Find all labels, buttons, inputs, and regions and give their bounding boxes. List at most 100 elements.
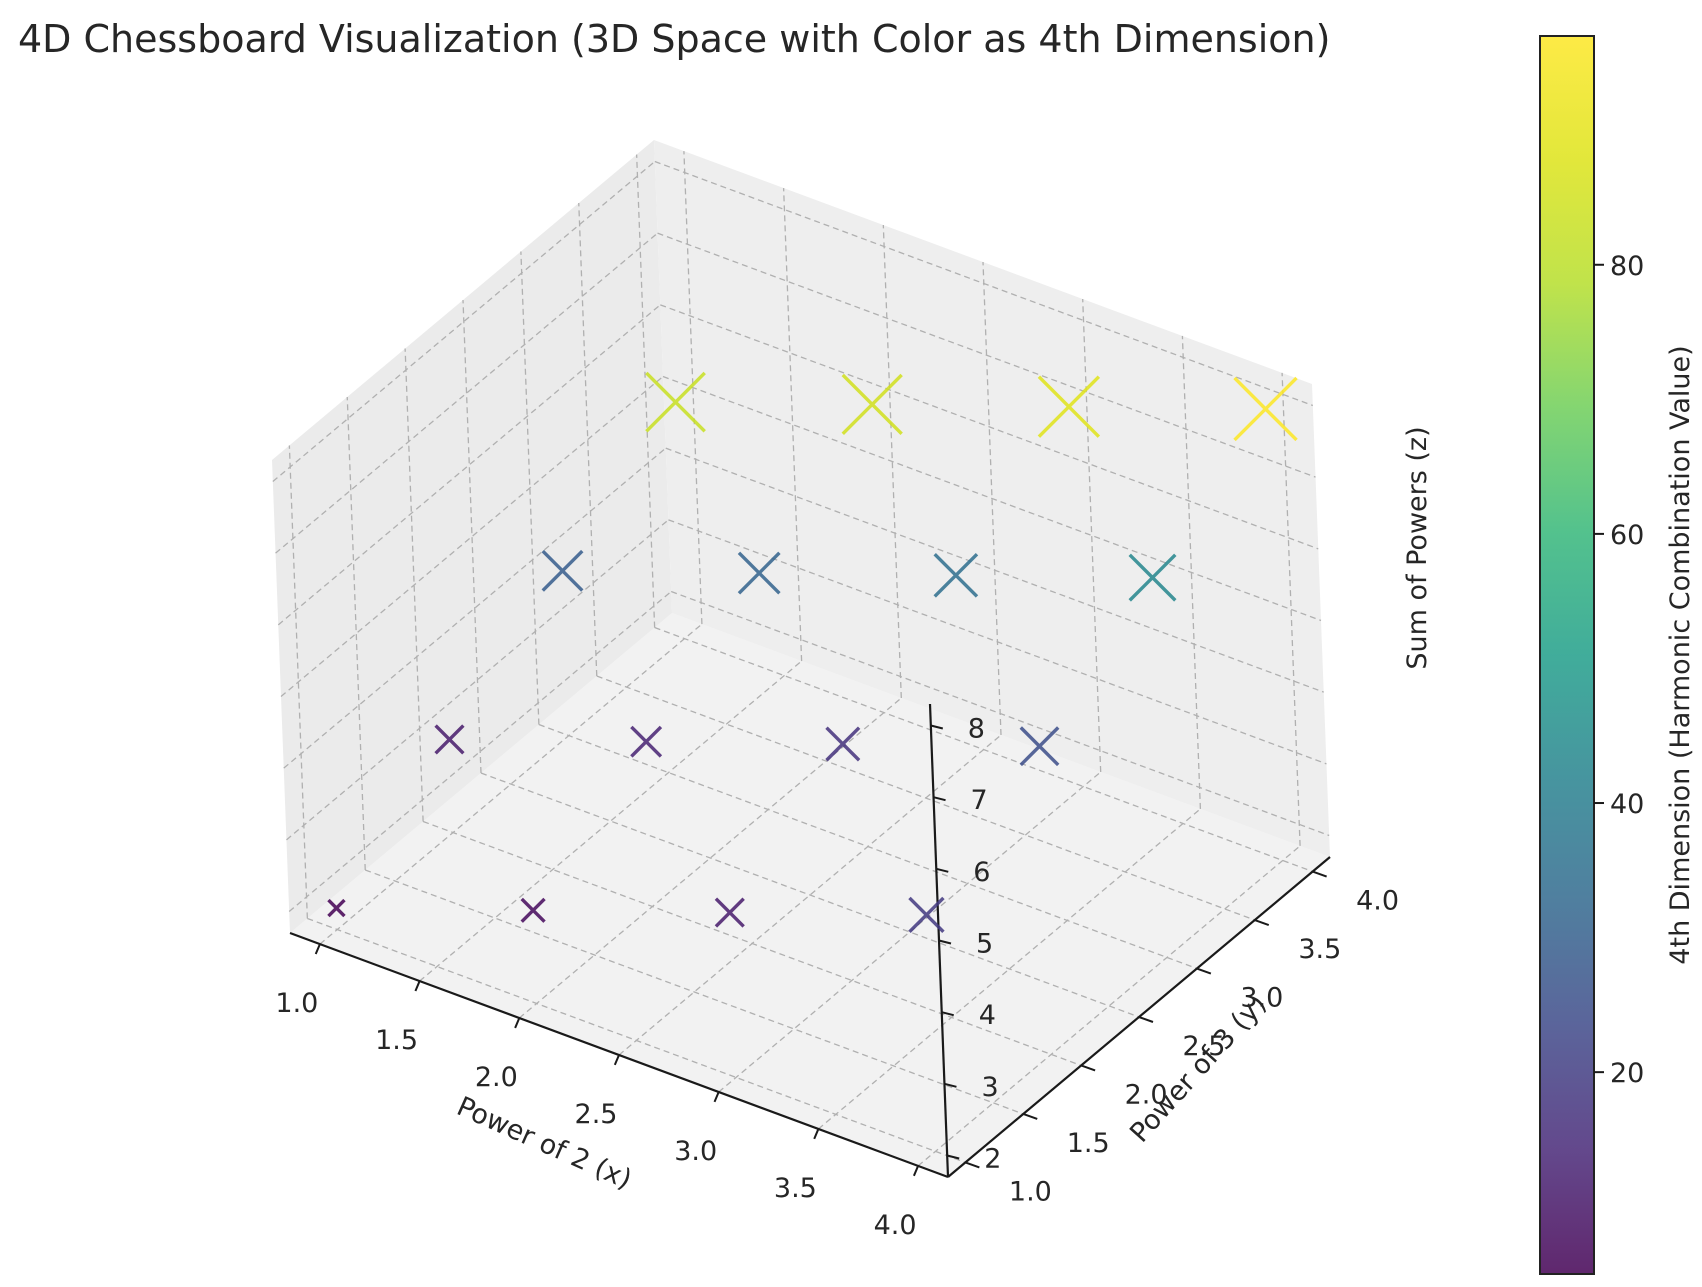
x-tick-label: 3.5 [774,1173,817,1204]
data-point [434,724,465,755]
y-axis-label: Power of 3 (y) [1124,988,1273,1148]
data-point-stroke [933,552,979,598]
x-tick-label: 1.5 [375,1025,418,1056]
colorbar-tick-label: 40 [1610,789,1644,820]
gridline-y-left [520,251,540,725]
tick-labels: 1.0 1.5 2.0 2.5 3.0 3.5 4.0 1.0 1.5 2.0 2.5 3.0 3.5 4… [275,714,1399,1241]
x-tick-label: 3.0 [674,1136,717,1167]
gridline-x-floor [319,623,703,945]
data-point-stroke [841,373,903,436]
data-point-stroke [908,896,945,934]
z-tick-label: 2 [984,1144,1001,1175]
data-point [645,371,706,433]
gridline-z-back [657,232,1316,478]
gridline-z-left [272,161,656,482]
gridline-y-left [635,154,656,628]
gridline-y-floor [596,675,1255,921]
z-tick-mark [930,724,944,730]
data-point [825,726,861,762]
z-tick-label: 5 [976,929,993,960]
gridline-z-left [275,232,658,554]
data-point [541,549,584,592]
left-pane [272,140,672,933]
x-tick-mark [813,1128,820,1140]
data-point-stroke [1233,376,1298,442]
z-tick-mark [933,796,946,802]
gridline-y-floor [307,917,966,1164]
colorbar-label: 4th Dimension (Harmonic Combination Valu… [1665,345,1696,964]
data-point [630,725,663,758]
data-point-stroke [434,724,465,755]
x-tick-label: 2.5 [575,1099,618,1130]
gridlines [272,151,1330,1167]
data-point-stroke [825,726,861,762]
colorbar-tick-label: 60 [1610,520,1644,551]
gridline-x-floor [917,845,1301,1167]
y-tick-mark [1254,919,1270,926]
data-point-stroke [520,897,546,923]
colorbar: 20 40 60 80 4th Dimension (Harmonic Combina… [1539,35,1696,1275]
z-axis-label: Sum of Powers (z) [1402,426,1433,669]
data-point [1128,553,1177,602]
y-tick-label: 1.5 [1067,1128,1110,1159]
z-tick-mark [936,867,949,873]
data-point [933,552,979,598]
gridline-y-floor [422,820,1082,1067]
data-point-stroke [645,371,706,433]
data-point-stroke [327,898,346,918]
gridline-x-back [882,225,902,699]
x-tick-mark [314,943,321,955]
z-tick-label: 4 [979,1000,996,1031]
x-tick-mark [613,1054,620,1066]
data-point-stroke [714,897,745,928]
data-point-stroke [1019,726,1060,767]
colorbar-tick-label: 80 [1610,251,1644,282]
data-point [737,551,781,595]
y-tick-label: 2.5 [1183,1031,1226,1062]
data-point-stroke [541,549,584,592]
gridline-y-left [346,396,366,870]
z-tick-label: 8 [968,714,985,745]
y-tick-mark [1196,967,1212,975]
gridline-z-back [670,590,1330,837]
y-tick-mark [1312,870,1327,878]
z-tick-mark [946,1154,960,1160]
colorbar-gradient [1540,36,1594,1274]
z-tick-mark [938,939,952,945]
data-point [1019,726,1060,767]
gridline-z-left [283,447,667,769]
gridline-x-back [1281,372,1301,846]
gridline-y-floor [538,723,1198,970]
x-tick-mark [713,1091,720,1103]
gridline-y-floor [480,772,1140,1018]
gridline-y-left [404,348,424,822]
gridline-z-back [660,304,1319,550]
x-tick-mark [414,980,421,992]
gridline-z-back [668,519,1327,765]
data-points [327,371,1298,934]
z-tick-mark [944,1082,957,1088]
data-point-stroke [630,725,663,758]
y-tick-label: 3.5 [1298,934,1341,965]
data-point [841,373,903,436]
y-tick-label: 2.0 [1125,1080,1168,1111]
gridline-x-floor [419,660,803,982]
x-tick-mark [514,1017,521,1029]
z-tick-label: 7 [971,785,988,816]
z-tick-label: 6 [973,857,990,888]
gridline-x-floor [817,808,1201,1130]
gridline-y-left [462,299,482,774]
x-tick-label: 2.0 [475,1062,518,1093]
gridline-y-floor [654,626,1313,873]
gridline-x-floor [618,734,1002,1056]
gridline-z-left [286,519,669,841]
y-tick-mark [1022,1113,1038,1120]
y-tick-label: 3.0 [1240,983,1283,1014]
x-tick-label: 1.0 [275,988,318,1019]
gridline-z-left [288,591,672,912]
colorbar-tick-label: 20 [1610,1058,1644,1089]
x-tick-label: 4.0 [874,1210,917,1241]
y-tick-label: 1.0 [1009,1177,1052,1208]
data-point-stroke [1128,553,1177,602]
